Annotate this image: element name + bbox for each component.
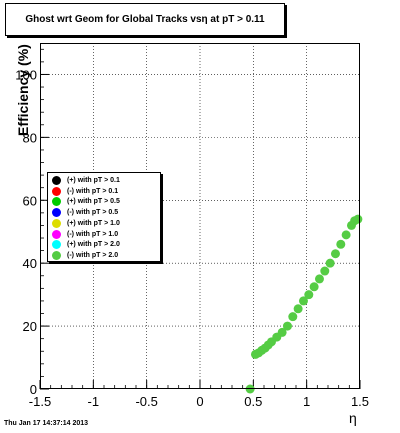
data-point: [309, 282, 319, 292]
data-point: [298, 296, 308, 306]
legend-entry: (-) with pT > 0.5: [48, 207, 118, 218]
data-point: [304, 290, 314, 300]
legend-label: (-) with pT > 0.5: [67, 209, 119, 217]
y-tick-label: 0: [30, 382, 37, 397]
data-point: [245, 384, 255, 394]
y-tick-label: 100: [15, 67, 37, 82]
data-point: [320, 266, 330, 276]
chart-title: Ghost wrt Geom for Global Tracks vsη at …: [5, 3, 285, 36]
data-point: [277, 327, 287, 337]
legend-label: (+) with pT > 2.0: [67, 241, 120, 249]
y-tick-label: 40: [23, 256, 37, 271]
legend-label: (-) with pT > 2.0: [67, 251, 119, 259]
legend-entry: (+) with pT > 0.1: [48, 175, 120, 186]
legend-entry: (+) with pT > 0.5: [48, 196, 120, 207]
legend-entry: (-) with pT > 1.0: [48, 229, 118, 240]
y-tick-label: 80: [23, 130, 37, 145]
legend-marker-icon: [52, 218, 61, 228]
data-point: [330, 249, 340, 259]
x-tick-label: 1: [303, 394, 310, 409]
legend-label: (-) with pT > 0.1: [67, 187, 119, 195]
legend-marker-icon: [52, 186, 61, 196]
legend-marker-icon: [52, 176, 61, 185]
legend-label: (+) with pT > 1.0: [67, 219, 120, 227]
x-tick-label: -1.5: [29, 394, 51, 409]
legend-marker-icon: [52, 197, 61, 207]
timestamp: Thu Jan 17 14:37:14 2013: [4, 420, 89, 427]
data-point: [314, 274, 324, 284]
data-point: [282, 321, 292, 331]
legend-entry: (+) with pT > 2.0: [48, 239, 120, 250]
x-tick-label: 1.5: [351, 394, 369, 409]
x-tick-label: 0.5: [244, 394, 262, 409]
x-tick-label: -0.5: [135, 394, 157, 409]
x-tick-label: 0: [196, 394, 203, 409]
legend: (+) with pT > 0.1 (-) with pT > 0.1 (+) wi…: [47, 172, 161, 262]
y-tick-label: 20: [23, 319, 37, 334]
legend-label: (+) with pT > 0.5: [67, 198, 120, 206]
data-point: [336, 239, 346, 249]
legend-entry: (-) with pT > 0.1: [48, 186, 118, 197]
legend-marker-icon: [52, 208, 61, 218]
data-point: [325, 258, 335, 268]
axes: -1.5 -1 -0.5 0 0.5 1 1.5 0 20 40 60 80 100: [15, 48, 369, 409]
legend-entry: (+) with pT > 1.0: [48, 218, 120, 229]
y-axis-label-text: Efficiency (%): [15, 44, 31, 136]
legend-label: (-) with pT > 1.0: [67, 230, 119, 238]
legend-marker-icon: [52, 250, 61, 260]
grid: [40, 43, 360, 389]
data-point: [288, 312, 298, 322]
chart-title-text: Ghost wrt Geom for Global Tracks vsη at …: [25, 14, 265, 25]
data-point: [353, 214, 363, 224]
legend-label: (+) with pT > 0.1: [67, 177, 120, 184]
legend-entry: (-) with pT > 2.0: [48, 250, 118, 261]
data-point: [293, 304, 303, 314]
x-axis-label: η: [349, 410, 357, 426]
legend-marker-icon: [52, 240, 61, 250]
data-points: [245, 214, 363, 394]
legend-marker-icon: [52, 229, 61, 239]
plot-frame: [40, 43, 360, 389]
y-tick-label: 60: [23, 193, 37, 208]
data-point: [341, 230, 351, 240]
x-tick-label: -1: [88, 394, 100, 409]
